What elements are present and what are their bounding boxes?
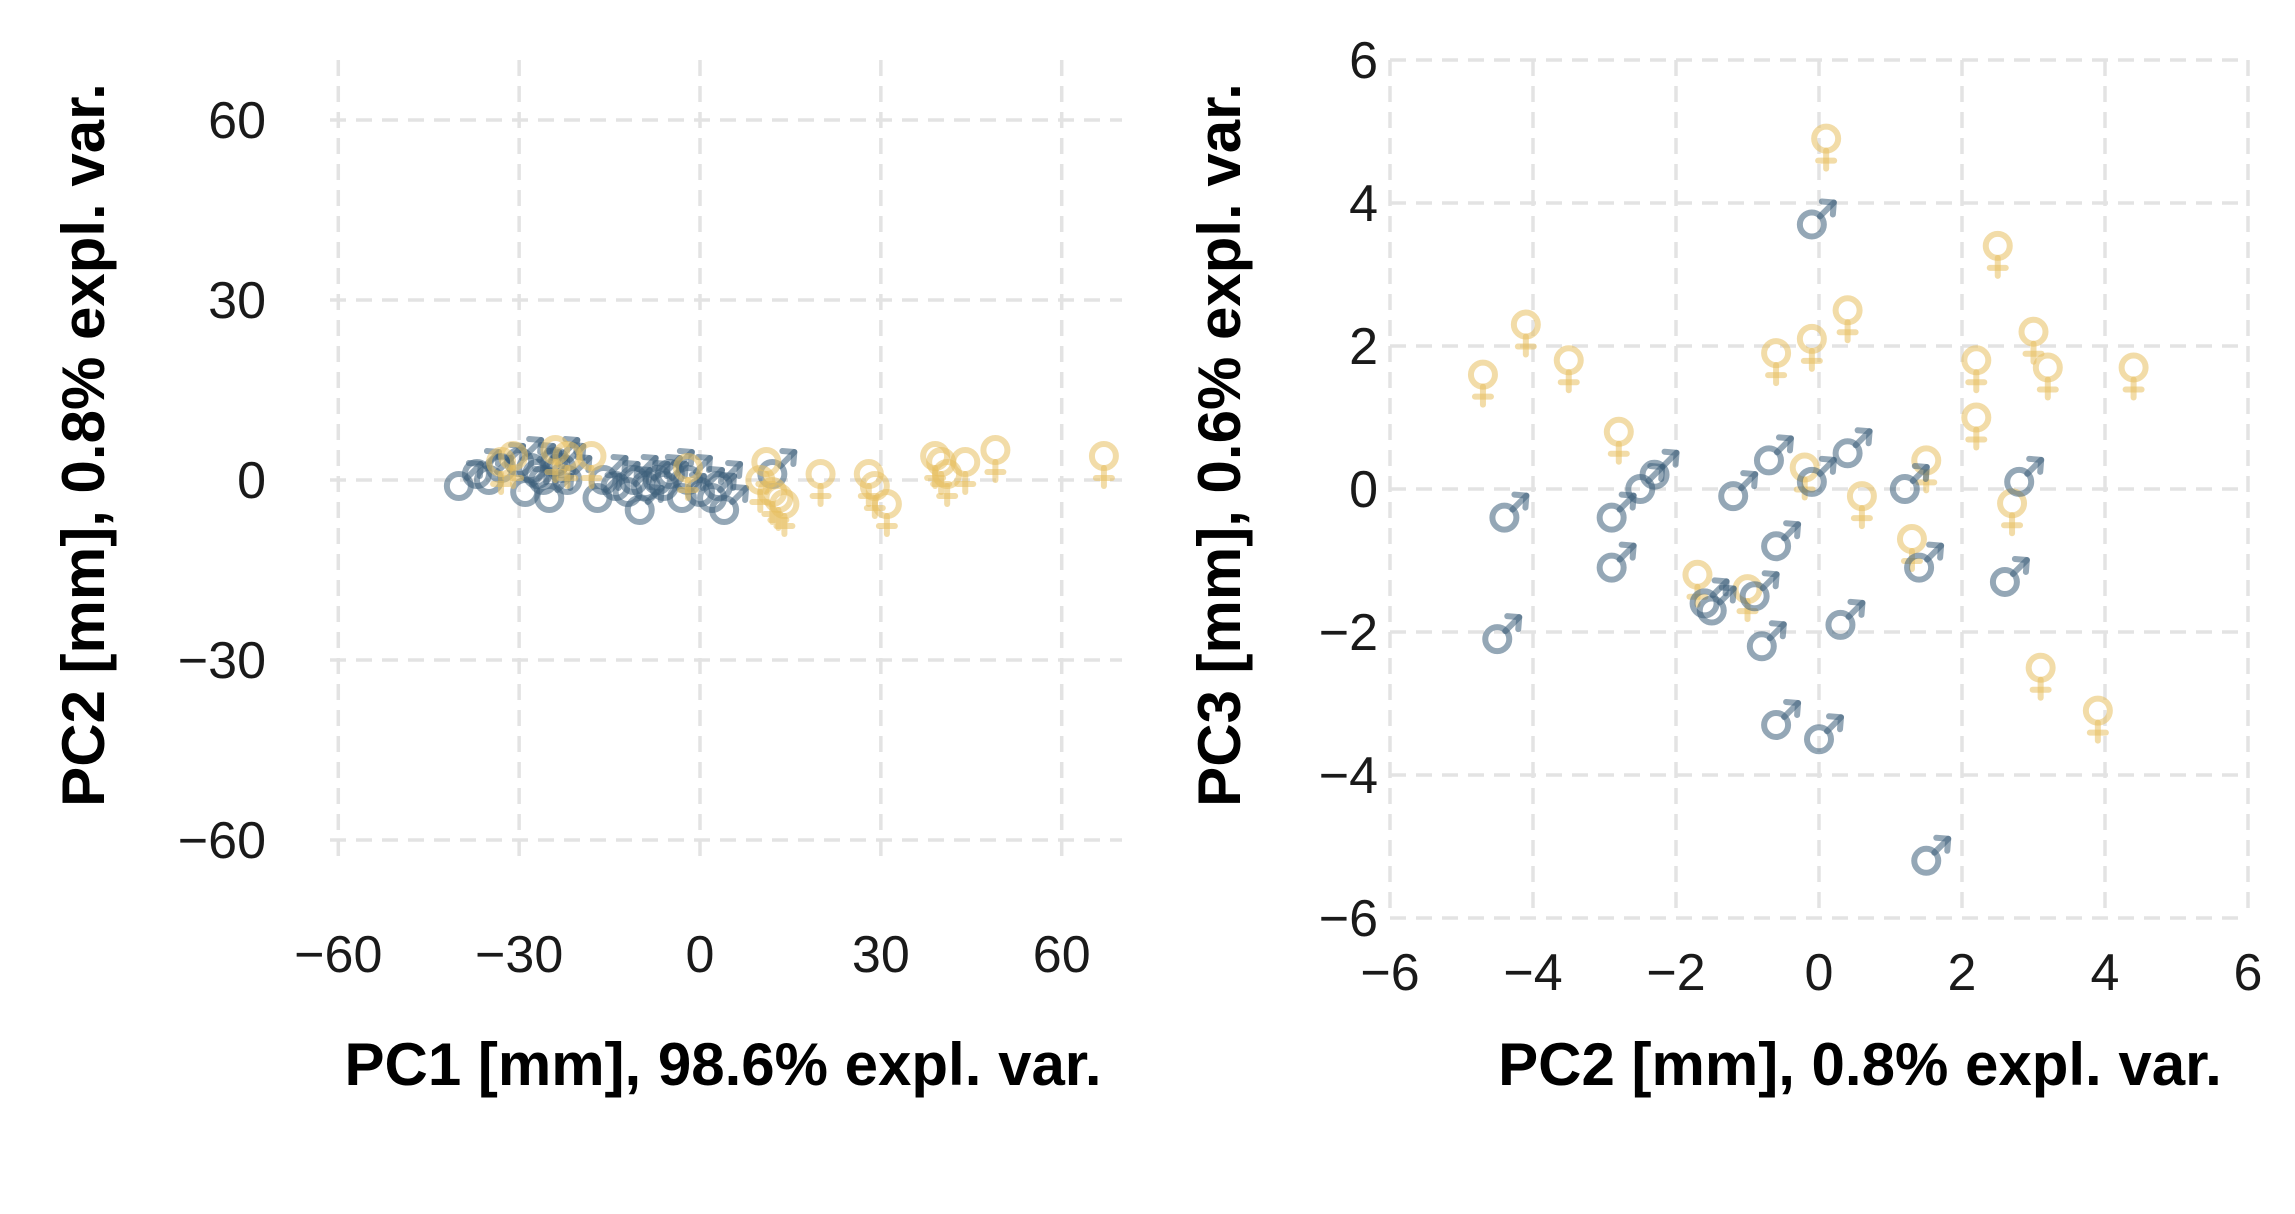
y-tick-label: −30 bbox=[178, 632, 266, 690]
male-point-marker bbox=[1914, 838, 1948, 873]
female-point-marker bbox=[1964, 348, 1988, 390]
x-axis-title: PC1 [mm], 98.6% expl. var. bbox=[344, 1031, 1101, 1098]
tick-labels: −60 −30 0 30 60 −60 −30 0 30 60 bbox=[178, 92, 1091, 984]
y-tick-label: 4 bbox=[1349, 175, 1378, 233]
male-point-marker bbox=[1750, 623, 1784, 658]
data-points bbox=[447, 438, 1116, 534]
male-point-marker bbox=[1600, 545, 1634, 580]
x-tick-label: 4 bbox=[2091, 944, 2120, 1002]
male-point-marker bbox=[1807, 716, 1841, 751]
female-point-marker bbox=[1092, 444, 1116, 486]
female-point-marker bbox=[1471, 363, 1495, 405]
y-tick-label: −4 bbox=[1319, 747, 1378, 805]
x-tick-label: 60 bbox=[1033, 926, 1091, 984]
female-point-marker bbox=[2029, 656, 2053, 698]
x-tick-label: −2 bbox=[1646, 944, 1705, 1002]
female-point-marker bbox=[1900, 527, 1924, 569]
female-point-marker bbox=[1557, 348, 1581, 390]
female-point-marker bbox=[1836, 298, 1860, 340]
pc1-pc2-scatter-panel: −60 −30 0 30 60 −60 −30 0 30 60 PC1 [mm], 98.6% e… bbox=[50, 60, 1122, 1098]
female-point-marker bbox=[875, 492, 899, 534]
y-tick-label: 60 bbox=[208, 92, 266, 150]
female-point-marker bbox=[1814, 127, 1838, 169]
y-tick-label: −6 bbox=[1319, 890, 1378, 948]
x-tick-label: 0 bbox=[1805, 944, 1834, 1002]
female-point-marker bbox=[579, 444, 603, 486]
female-point-marker bbox=[2000, 491, 2024, 533]
y-tick-label: −60 bbox=[178, 812, 266, 870]
y-tick-label: 30 bbox=[208, 272, 266, 330]
y-tick-label: 0 bbox=[237, 452, 266, 510]
y-tick-label: −2 bbox=[1319, 604, 1378, 662]
y-axis-title: PC2 [mm], 0.8% expl. var. bbox=[50, 83, 117, 807]
x-tick-label: −60 bbox=[294, 926, 382, 984]
female-point-marker bbox=[1514, 313, 1538, 355]
female-point-marker bbox=[1964, 406, 1988, 448]
female-point-marker bbox=[809, 462, 833, 504]
male-point-marker bbox=[1800, 201, 1834, 236]
female-point-marker bbox=[983, 438, 1007, 480]
female-point-marker bbox=[2086, 699, 2110, 741]
male-point-marker bbox=[1757, 437, 1791, 472]
male-point-marker bbox=[1764, 702, 1798, 737]
x-tick-label: 2 bbox=[1948, 944, 1977, 1002]
x-axis-title: PC2 [mm], 0.8% expl. var. bbox=[1498, 1031, 2222, 1098]
grid-lines bbox=[330, 60, 1122, 858]
data-points bbox=[1471, 127, 2146, 873]
female-point-marker bbox=[2122, 355, 2146, 397]
female-point-marker bbox=[1800, 327, 1824, 369]
male-point-marker bbox=[1993, 559, 2027, 594]
x-tick-label: 6 bbox=[2234, 944, 2263, 1002]
male-point-marker bbox=[1492, 495, 1526, 530]
male-point-marker bbox=[1600, 495, 1634, 530]
female-point-marker bbox=[953, 450, 977, 492]
pc2-pc3-scatter-panel: −6 −4 −2 0 2 4 6 −6 −4 −2 0 2 4 6 PC2 [mm], 0.8% expl… bbox=[1186, 32, 2262, 1098]
tick-labels: −6 −4 −2 0 2 4 6 −6 −4 −2 0 2 4 6 bbox=[1319, 32, 2263, 1002]
x-tick-label: 0 bbox=[686, 926, 715, 984]
male-point-marker bbox=[1764, 523, 1798, 558]
y-tick-label: 0 bbox=[1349, 461, 1378, 519]
male-point-marker bbox=[1836, 430, 1870, 465]
x-tick-label: −4 bbox=[1503, 944, 1562, 1002]
y-tick-label: 2 bbox=[1349, 318, 1378, 376]
female-point-marker bbox=[2036, 355, 2060, 397]
x-tick-label: −30 bbox=[475, 926, 563, 984]
female-point-marker bbox=[1607, 420, 1631, 462]
y-tick-label: 6 bbox=[1349, 32, 1378, 90]
female-point-marker bbox=[1764, 341, 1788, 383]
x-tick-label: −6 bbox=[1360, 944, 1419, 1002]
y-axis-title: PC3 [mm], 0.6% expl. var. bbox=[1186, 83, 1253, 807]
female-point-marker bbox=[1986, 234, 2010, 276]
x-tick-label: 30 bbox=[852, 926, 910, 984]
